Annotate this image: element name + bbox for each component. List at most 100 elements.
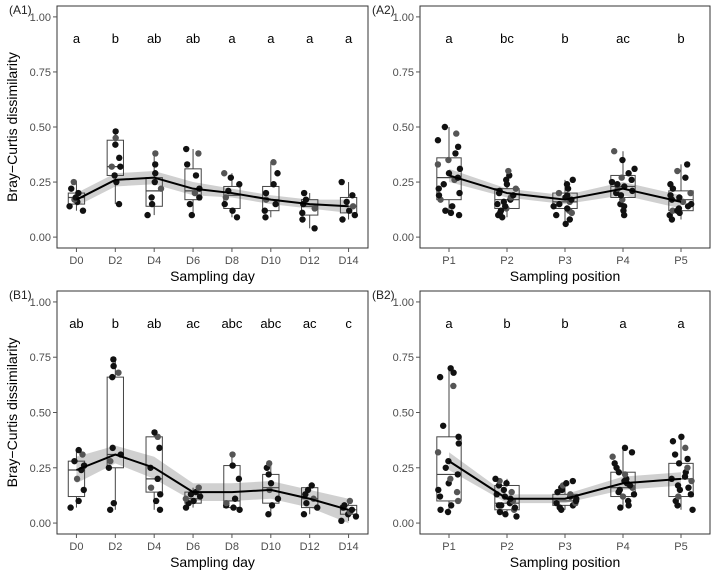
x-tick-label: D4 [147, 541, 161, 553]
data-point [455, 433, 462, 441]
data-point [442, 207, 449, 214]
data-point [105, 464, 113, 471]
data-point [308, 482, 315, 489]
panel-a1: (A1) 0.00 0.25 0.50 0.75 1.00 Bray−Curtis diss… [4, 3, 369, 284]
data-point [75, 497, 82, 505]
data-point [667, 192, 674, 199]
data-point [687, 491, 695, 498]
x-tick-label: P3 [558, 255, 571, 267]
data-point [452, 150, 459, 157]
significance-letter: a [267, 31, 275, 46]
data-point [496, 508, 504, 516]
significance-letter: a [677, 316, 685, 331]
data-point [434, 137, 442, 144]
data-point [157, 185, 165, 192]
data-point [435, 185, 442, 192]
data-point [231, 495, 239, 502]
data-point [454, 471, 461, 478]
y-tick-label: 0.50 [30, 122, 51, 134]
y-tick-label: 0.00 [30, 518, 51, 530]
y-axis-title: Bray−Curtis dissimilarity [4, 338, 20, 488]
data-point [188, 211, 196, 219]
significance-letter: c [345, 316, 352, 331]
smooth-line [448, 174, 682, 203]
data-point [346, 207, 353, 214]
data-point [684, 455, 691, 463]
data-point [183, 145, 190, 153]
data-point [265, 471, 272, 478]
data-point [556, 200, 563, 208]
significance-letter: a [228, 31, 236, 46]
data-point [630, 491, 638, 498]
data-point [152, 161, 159, 168]
panel-frame [56, 5, 369, 249]
data-point [684, 464, 691, 471]
data-point [152, 150, 159, 157]
data-point [678, 433, 685, 441]
data-point [112, 128, 119, 135]
data-point [229, 207, 236, 214]
data-point [274, 170, 281, 177]
significance-letter: ab [69, 316, 83, 331]
smooth-line [76, 453, 349, 511]
data-point [110, 362, 117, 370]
data-point [687, 200, 695, 208]
smooth-line [75, 176, 349, 208]
x-axis-title: Sampling day [170, 268, 255, 284]
data-point [437, 506, 444, 513]
y-tick-label: 0.00 [30, 232, 51, 244]
data-point [221, 200, 228, 208]
data-point [303, 499, 310, 507]
x-tick-label: D12 [300, 255, 320, 267]
data-point [230, 504, 237, 511]
significance-letter: a [73, 31, 81, 46]
data-point [274, 495, 282, 502]
box-iqr [184, 168, 202, 201]
data-point [261, 207, 268, 214]
data-point [111, 172, 118, 179]
data-point [235, 475, 243, 483]
significance-letter: ac [186, 316, 200, 331]
significance-letter: b [677, 31, 684, 46]
data-point [299, 216, 306, 223]
x-tick-label: D8 [225, 255, 239, 267]
x-tick-label: D6 [186, 255, 200, 267]
data-point [222, 194, 230, 201]
data-point [682, 444, 689, 452]
x-tick-label: D14 [338, 255, 358, 267]
data-point [624, 497, 632, 505]
y-tick-label: 0.25 [393, 177, 414, 189]
smooth-ribbon [76, 171, 349, 213]
data-point [144, 211, 151, 219]
data-point [512, 185, 520, 192]
significance-letter: b [561, 316, 568, 331]
data-point [304, 486, 312, 494]
data-point [553, 211, 560, 219]
data-point [513, 513, 520, 520]
data-point [236, 506, 243, 513]
data-point [68, 185, 75, 192]
data-point [262, 189, 270, 197]
data-point [343, 198, 350, 206]
smooth-line [448, 460, 682, 500]
y-tick-label: 1.00 [393, 12, 414, 24]
data-point [675, 493, 682, 500]
data-point [442, 464, 449, 471]
data-point [154, 475, 161, 483]
data-point [195, 150, 202, 157]
data-point [265, 460, 273, 467]
significance-letter: a [619, 316, 627, 331]
data-point [564, 205, 571, 212]
x-tick-label: D2 [108, 541, 122, 553]
significance-letter: ab [147, 316, 161, 331]
x-tick-label: P3 [558, 541, 571, 553]
data-point [619, 493, 627, 500]
data-point [553, 499, 560, 507]
x-axis-title: Sampling position [510, 554, 621, 570]
data-point [436, 493, 444, 500]
data-point [79, 207, 87, 214]
data-point [628, 176, 635, 184]
data-point [439, 422, 447, 429]
data-point [687, 189, 694, 197]
data-point [500, 486, 508, 494]
